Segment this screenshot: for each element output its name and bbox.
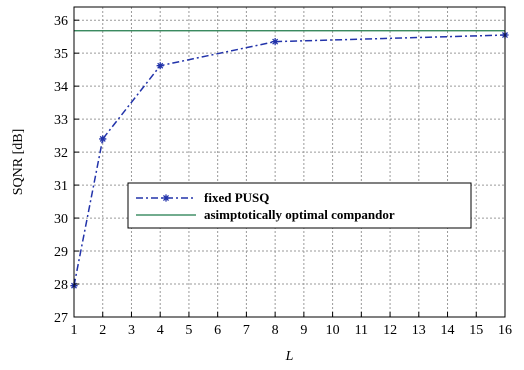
x-tick-label-3: 3 [128,323,135,338]
grid [74,7,505,317]
legend-box [127,182,472,229]
x-tick-label-4: 4 [157,323,164,338]
y-tick-label-32: 32 [54,146,68,161]
legend: fixed PUSQ asimptotically optimal compan… [127,182,472,229]
x-tick-label-15: 15 [469,323,483,338]
x-tick-label-9: 9 [300,323,307,338]
legend-marker-fixed-pusq [162,194,170,202]
x-tick-label-6: 6 [214,323,221,338]
x-tick-label-11: 11 [355,323,368,338]
plot-frame [73,6,506,318]
series-layer [70,30,509,290]
series-0-point-2 [156,62,164,70]
x-tick-label-1: 1 [71,323,78,338]
y-tick-label-34: 34 [54,80,68,95]
x-axis-title: L [285,349,294,364]
legend-label-fixed-pusq: fixed PUSQ [204,190,269,205]
series-line-0 [73,34,506,286]
y-axis-title: SQNR [dB] [11,129,26,196]
x-tick-label-8: 8 [272,323,279,338]
y-tick-label-31: 31 [54,179,68,194]
x-tick-label-10: 10 [326,323,340,338]
x-tick-label-13: 13 [412,323,426,338]
y-tick-label-35: 35 [54,47,68,62]
y-tick-label-30: 30 [54,212,68,227]
ticks: 1 2 3 4 5 6 7 8 9 10 11 12 13 14 15 1627282930313233343… [54,14,512,338]
y-tick-label-36: 36 [54,14,68,29]
x-tick-label-14: 14 [441,323,455,338]
x-tick-label-2: 2 [99,323,106,338]
x-tick-label-16: 16 [498,323,512,338]
legend-label-optimal-compandor: asimptotically optimal compandor [204,207,395,222]
y-tick-label-28: 28 [54,278,68,293]
series-0-point-3 [271,38,279,46]
y-tick-label-33: 33 [54,113,68,128]
y-tick-label-29: 29 [54,245,68,260]
y-tick-label-27: 27 [54,311,68,326]
x-tick-label-12: 12 [383,323,397,338]
x-tick-label-7: 7 [243,323,250,338]
series-0-point-1 [99,135,107,143]
x-tick-label-5: 5 [185,323,192,338]
